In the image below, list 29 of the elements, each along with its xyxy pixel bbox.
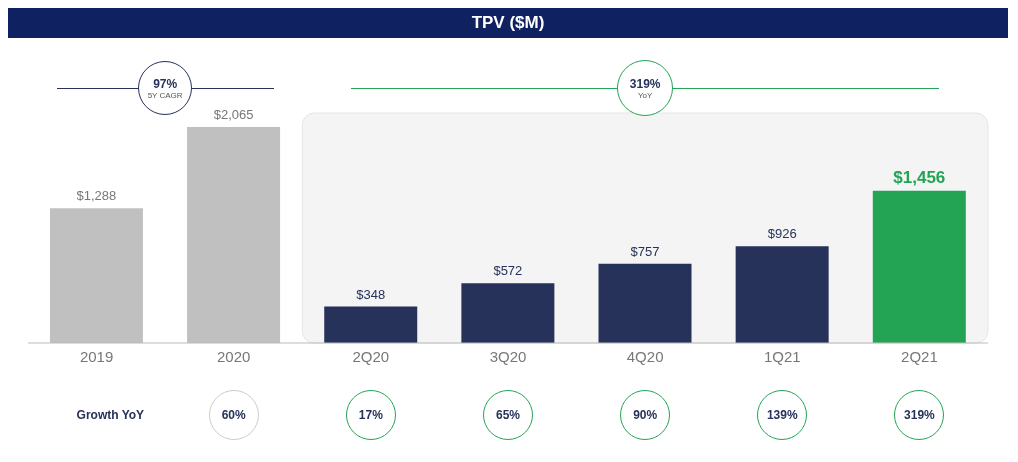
text: Growth YoY [76,408,145,422]
circle-badge: 319% YoY [617,60,674,116]
circle-badge: 17% [345,390,396,440]
chart-title: TPV ($M) [8,8,1008,38]
bar [324,306,418,343]
data-label: $926 [767,226,797,242]
data-label: $1,456 [893,167,946,187]
circle-badge: 139% [757,390,808,440]
x-tick-label: 1Q21 [763,347,801,365]
data-label: $757 [630,243,660,259]
x-tick-label: 3Q20 [489,347,527,365]
data-label: $2,065 [213,107,254,123]
x-tick-label: 2020 [217,347,251,365]
circle-badge: 60% [208,390,259,440]
x-tick-label: 2Q21 [901,347,938,365]
circle-badge: 90% [620,390,671,440]
x-tick-label: 4Q20 [626,347,664,365]
data-label: $1,288 [76,188,117,204]
circle-badge: 319% [894,390,945,440]
bar [598,263,692,343]
bar [872,190,966,343]
x-tick-label: 2019 [79,347,114,365]
bar [461,283,555,343]
data-label: $572 [493,263,523,279]
circle-badge: 97% 5Y CAGR [138,61,193,115]
data-label: $348 [356,286,386,302]
circle-badge: 65% [483,390,533,440]
x-tick-label: 2Q20 [352,347,390,365]
bar [735,246,829,343]
